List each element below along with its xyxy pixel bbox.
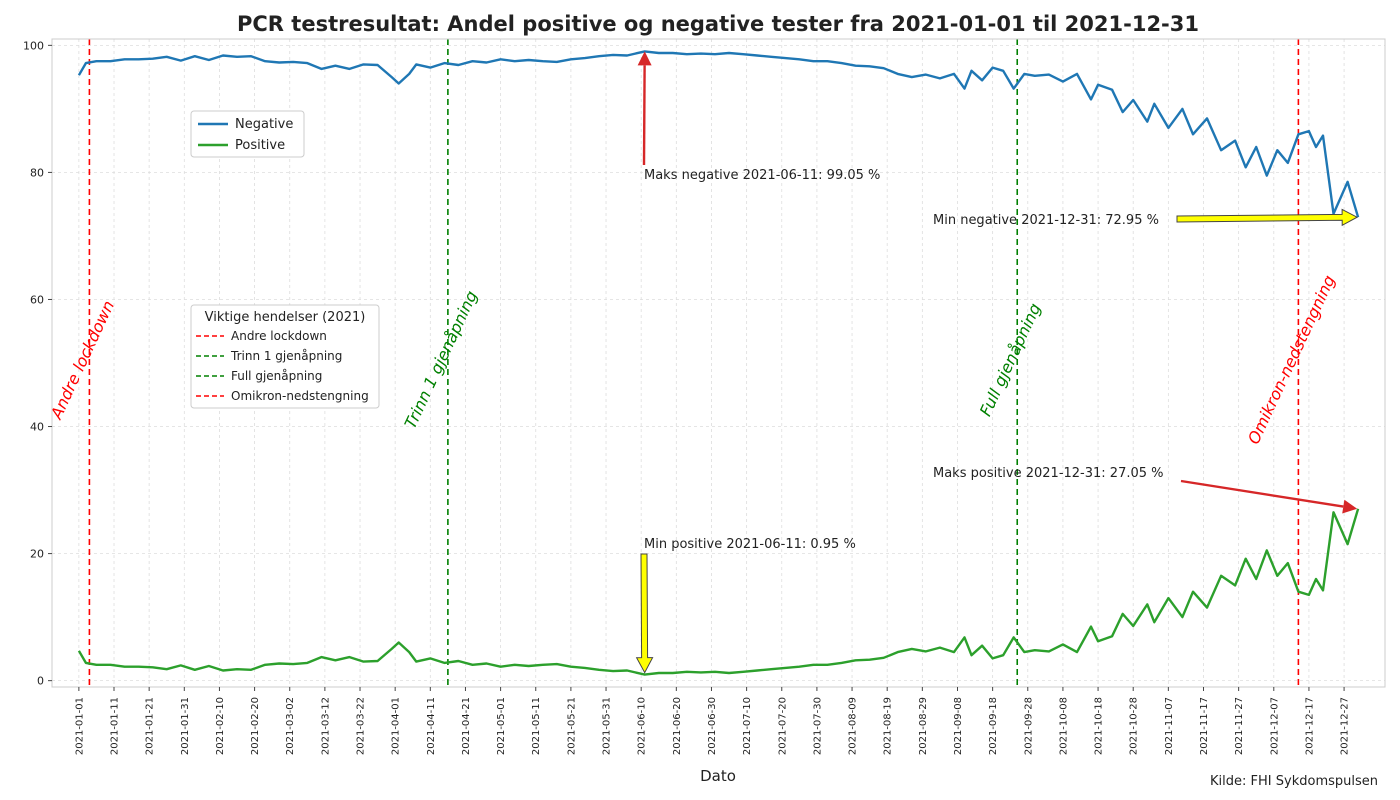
event-label: Andre lockdown	[46, 298, 118, 423]
x-tick-label: 2021-11-07	[1164, 697, 1175, 755]
event-label: Trinn 1 gjenåpning	[401, 288, 481, 432]
x-tick-label: 2021-11-17	[1199, 697, 1210, 755]
x-tick-label: 2021-06-10	[637, 697, 648, 755]
x-tick-label: 2021-12-07	[1269, 697, 1280, 755]
annotation-arrow	[637, 51, 652, 166]
x-tick-label: 2021-05-11	[531, 697, 542, 755]
x-tick-label: 2021-05-21	[566, 697, 577, 755]
annotation-arrow	[1180, 479, 1358, 514]
events-legend-box	[190, 304, 380, 409]
annotation-arrow-shaft	[642, 65, 646, 166]
event-label: Full gjenåpning	[976, 300, 1045, 419]
event-label: Omikron-nedstengning	[1244, 272, 1339, 447]
annotation-text: Maks negative 2021-06-11: 99.05 %	[644, 168, 880, 183]
events-legend: Viktige hendelser (2021) Andre lockdown …	[190, 304, 380, 409]
x-tick-label: 2021-06-20	[672, 697, 683, 755]
x-tick-label: 2021-11-27	[1234, 697, 1245, 755]
x-tick-label: 2021-08-09	[848, 697, 859, 755]
y-tick-label: 80	[30, 166, 44, 179]
plot-frame	[51, 38, 1386, 688]
series-lines	[77, 50, 1360, 676]
y-tick-label: 20	[30, 548, 44, 561]
series-legend: Negative Positive	[190, 110, 305, 158]
x-tick-label: 2021-09-18	[988, 697, 999, 755]
x-tick-label: 2021-09-28	[1023, 697, 1034, 755]
x-tick-label: 2021-10-28	[1129, 697, 1140, 755]
legend-label-positive: Positive	[235, 138, 285, 153]
x-tick-label: 2021-12-17	[1304, 697, 1315, 755]
x-tick-label: 2021-01-11	[110, 697, 121, 755]
events-legend-label-trinn1: Trinn 1 gjenåpning	[230, 349, 342, 363]
annotation-arrow-head	[1342, 499, 1358, 514]
x-tick-label: 2021-08-19	[883, 697, 894, 755]
annotation-text: Maks positive 2021-12-31: 27.05 %	[933, 466, 1164, 481]
x-tick-label: 2021-07-10	[742, 697, 753, 755]
x-tick-label: 2021-01-01	[74, 697, 85, 755]
x-tick-label: 2021-04-21	[461, 697, 472, 755]
y-tick-label: 0	[37, 675, 44, 688]
y-tick-label: 60	[30, 293, 44, 306]
series-line-negative	[77, 50, 1360, 218]
x-tick-label: 2021-03-02	[285, 697, 296, 755]
x-tick-label: 2021-02-20	[250, 697, 261, 755]
events-legend-title: Viktige hendelser (2021)	[205, 310, 366, 325]
y-tick-label: 40	[30, 421, 44, 434]
annotation-arrow-fat	[1176, 208, 1359, 227]
chart-title: PCR testresultat: Andel positive og nega…	[237, 12, 1199, 36]
annotations: Maks negative 2021-06-11: 99.05 % Min neg…	[635, 51, 1359, 674]
x-tick-label: 2021-09-08	[953, 697, 964, 755]
annotation-arrow-fat	[635, 553, 654, 674]
annotation-text: Min positive 2021-06-11: 0.95 %	[644, 537, 856, 552]
y-tick-label: 100	[23, 39, 44, 52]
y-axis-ticks: 0 20 40 60 80 100	[23, 39, 52, 688]
annotation-arrow-shaft	[1180, 479, 1344, 508]
annotation-text: Min negative 2021-12-31: 72.95 %	[933, 213, 1159, 228]
series-line-positive	[77, 508, 1360, 676]
x-axis-ticks: 2021-01-01 2021-01-11 2021-01-21 2021-01-31…	[74, 687, 1351, 755]
events-legend-label-full-gjenapning: Full gjenåpning	[231, 369, 322, 383]
x-tick-label: 2021-05-01	[496, 697, 507, 755]
x-tick-label: 2021-02-10	[215, 697, 226, 755]
x-tick-label: 2021-05-31	[602, 697, 613, 755]
x-tick-label: 2021-07-20	[777, 697, 788, 755]
x-tick-label: 2021-01-21	[145, 697, 156, 755]
x-tick-label: 2021-04-11	[426, 697, 437, 755]
x-tick-label: 2021-10-18	[1094, 697, 1105, 755]
x-tick-label: 2021-10-08	[1058, 697, 1069, 755]
x-tick-label: 2021-03-12	[320, 697, 331, 755]
x-axis-label: Dato	[700, 767, 736, 785]
x-tick-label: 2021-12-27	[1340, 697, 1351, 755]
legend-label-negative: Negative	[235, 117, 293, 132]
events-legend-label-andre-lockdown: Andre lockdown	[231, 329, 327, 343]
events-legend-label-omikron: Omikron-nedstengning	[231, 389, 369, 403]
x-tick-label: 2021-01-31	[180, 697, 191, 755]
annotation-arrow-head	[637, 51, 652, 66]
x-tick-label: 2021-06-30	[707, 697, 718, 755]
x-tick-label: 2021-07-30	[812, 697, 823, 755]
x-tick-label: 2021-04-01	[391, 697, 402, 755]
source-note: Kilde: FHI Sykdomspulsen	[1210, 774, 1378, 789]
x-tick-label: 2021-03-22	[356, 697, 367, 755]
x-tick-label: 2021-08-29	[918, 697, 929, 755]
